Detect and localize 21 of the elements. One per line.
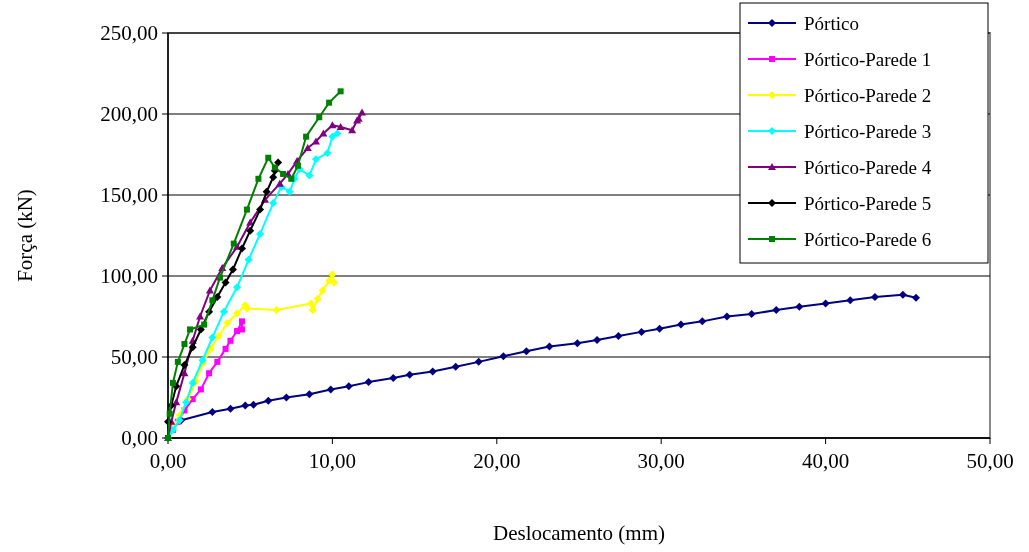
legend-label: Pórtico-Parede 3 [804,121,932,142]
x-tick-label: 50,00 [966,449,1014,473]
y-tick-label: 250,00 [100,21,158,45]
y-tick-label: 200,00 [100,102,158,126]
legend-label: Pórtico-Parede 4 [804,157,932,178]
x-tick-label: 10,00 [308,449,357,473]
x-tick-label: 40,00 [801,449,850,473]
legend-label: Pórtico-Parede 2 [804,85,932,106]
y-tick-label: 0,00 [121,426,158,450]
x-tick-label: 0,00 [149,449,187,473]
y-axis-title: Força (kN) [13,189,37,282]
x-tick-label: 20,00 [473,449,521,473]
legend-label: Pórtico-Parede 5 [804,193,932,214]
legend-label: Pórtico [804,13,859,34]
legend-label: Pórtico-Parede 1 [804,49,932,70]
x-tick-label: 30,00 [637,449,685,473]
legend-label: Pórtico-Parede 6 [804,229,932,250]
y-tick-label: 50,00 [110,345,158,369]
y-tick-label: 150,00 [100,183,158,207]
x-axis-title: Deslocamento (mm) [492,521,666,545]
y-tick-label: 100,00 [100,264,158,288]
